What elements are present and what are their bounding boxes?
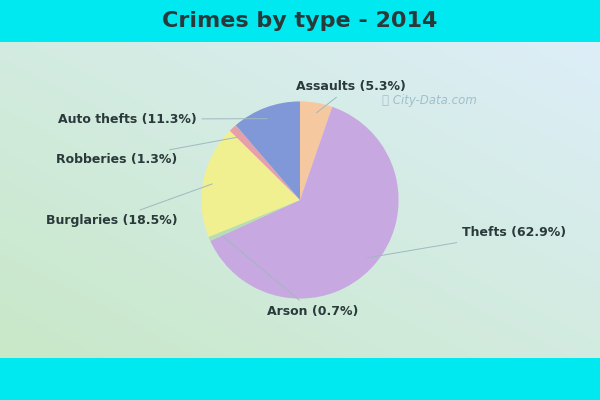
Wedge shape — [209, 200, 300, 241]
Text: ⓘ City-Data.com: ⓘ City-Data.com — [382, 94, 477, 107]
Wedge shape — [230, 125, 300, 200]
Text: Assaults (5.3%): Assaults (5.3%) — [296, 80, 406, 113]
Wedge shape — [300, 102, 332, 200]
Text: Auto thefts (11.3%): Auto thefts (11.3%) — [58, 113, 267, 126]
Wedge shape — [236, 102, 300, 200]
Text: Crimes by type - 2014: Crimes by type - 2014 — [163, 11, 437, 31]
Text: Burglaries (18.5%): Burglaries (18.5%) — [46, 184, 212, 227]
Text: Robberies (1.3%): Robberies (1.3%) — [56, 137, 238, 166]
Wedge shape — [210, 107, 398, 298]
Wedge shape — [202, 131, 300, 237]
Text: Thefts (62.9%): Thefts (62.9%) — [367, 226, 566, 258]
Text: Arson (0.7%): Arson (0.7%) — [223, 236, 358, 318]
